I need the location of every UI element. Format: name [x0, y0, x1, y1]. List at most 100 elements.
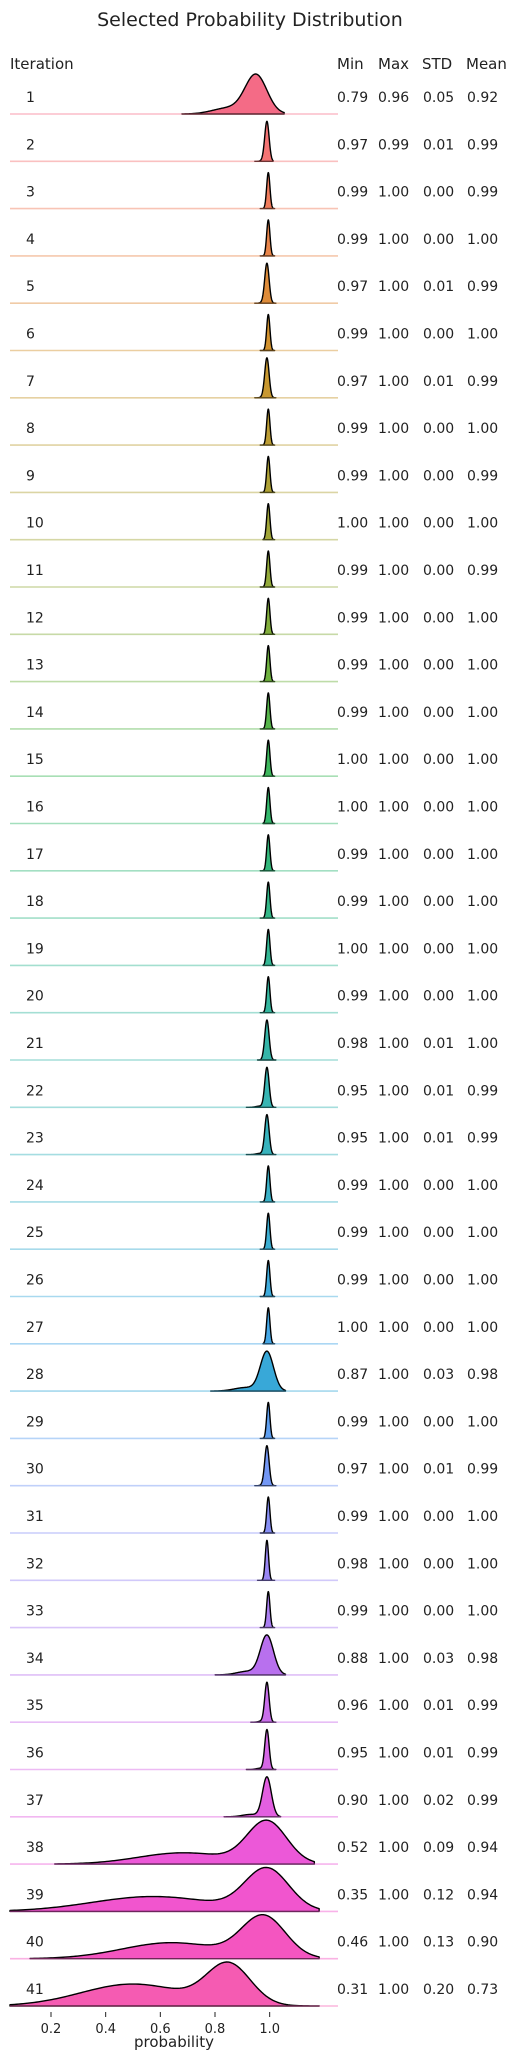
stat-mean-value: 0.73: [467, 1982, 498, 1998]
stat-max-value: 1.00: [378, 1178, 409, 1194]
stat-max-value: 1.00: [378, 1556, 409, 1572]
ridge-16: [262, 786, 276, 825]
stat-min-value: 0.99: [337, 894, 368, 910]
stat-min-value: 0.97: [337, 1462, 368, 1478]
stat-mean-value: 1.00: [467, 327, 498, 343]
stat-min-value: 0.95: [337, 1083, 368, 1099]
stat-min-value: 0.98: [337, 1036, 368, 1052]
stat-std-value: 0.00: [423, 800, 454, 816]
ridge-19: [262, 928, 276, 967]
x-axis: 0.2 0.4 0.6 0.8 1.0: [41, 2012, 280, 2037]
stat-max-value: 1.00: [378, 894, 409, 910]
stat-mean-value: 1.00: [467, 1320, 498, 1336]
stat-max-value: 1.00: [378, 1509, 409, 1525]
x-axis-label: probability: [134, 2033, 214, 2051]
iteration-label: 20: [26, 989, 44, 1005]
ridge-7: [254, 357, 277, 399]
stat-mean-value: 0.90: [467, 1935, 498, 1951]
stat-header-max: Max: [378, 55, 409, 73]
ridge-18: [259, 881, 276, 919]
iteration-label: 4: [26, 232, 35, 248]
stat-min-value: 0.99: [337, 705, 368, 721]
stat-mean-value: 0.94: [467, 1840, 498, 1856]
ridge-1: [181, 73, 285, 115]
stat-max-value: 1.00: [378, 1131, 409, 1147]
iteration-label: 31: [26, 1509, 44, 1525]
stat-std-value: 0.00: [423, 232, 454, 248]
x-tick-label: 0.2: [41, 2022, 62, 2037]
iteration-label: 9: [26, 468, 35, 484]
stat-std-value: 0.00: [423, 185, 454, 201]
iteration-label: 3: [26, 185, 35, 201]
iteration-label: 1: [26, 90, 35, 106]
ridge-33: [259, 1590, 276, 1629]
stat-max-value: 1.00: [378, 1367, 409, 1383]
stat-mean-value: 1.00: [467, 894, 498, 910]
stat-mean-value: 1.00: [467, 1225, 498, 1241]
stat-max-value: 1.00: [378, 1746, 409, 1762]
stat-min-value: 0.99: [337, 1178, 368, 1194]
stat-max-value: 1.00: [378, 1840, 409, 1856]
stat-mean-value: 1.00: [467, 800, 498, 816]
iteration-label: 25: [26, 1225, 44, 1241]
stat-mean-value: 1.00: [467, 232, 498, 248]
stat-max-value: 1.00: [378, 847, 409, 863]
ridge-2: [254, 120, 274, 162]
iteration-label: 19: [26, 941, 44, 957]
stat-mean-value: 1.00: [467, 1604, 498, 1620]
stat-max-value: 1.00: [378, 1320, 409, 1336]
iteration-label: 23: [26, 1131, 44, 1147]
stat-std-value: 0.01: [423, 1131, 454, 1147]
stat-std-value: 0.00: [423, 1225, 454, 1241]
stat-std-value: 0.01: [423, 1698, 454, 1714]
stat-std-value: 0.00: [423, 1556, 454, 1572]
iteration-label: 14: [26, 705, 44, 721]
row-header: Iteration: [10, 55, 74, 73]
ridge-24: [259, 1165, 276, 1203]
stat-mean-value: 0.99: [467, 279, 498, 295]
iteration-label: 27: [26, 1320, 44, 1336]
ridge-21: [256, 1019, 277, 1061]
stat-std-value: 0.01: [423, 1036, 454, 1052]
stat-mean-value: 1.00: [467, 1178, 498, 1194]
iteration-label: 15: [26, 752, 44, 768]
stat-min-value: 1.00: [337, 752, 368, 768]
stat-max-value: 1.00: [378, 421, 409, 437]
stat-std-value: 0.00: [423, 658, 454, 674]
stat-std-value: 0.03: [423, 1651, 454, 1667]
stat-std-value: 0.09: [423, 1840, 454, 1856]
x-tick-label: 1.0: [259, 2022, 280, 2037]
ridge-9: [259, 455, 276, 494]
ridge-13: [259, 644, 276, 683]
ridge-28: [210, 1350, 287, 1392]
stat-header-mean: Mean: [466, 55, 507, 73]
stat-mean-value: 1.00: [467, 658, 498, 674]
ridge-35: [250, 1681, 277, 1723]
stat-min-value: 0.99: [337, 327, 368, 343]
ridge-11: [259, 550, 276, 588]
stat-min-value: 0.99: [337, 658, 368, 674]
ridge-25: [259, 1212, 276, 1250]
stat-header-std: STD: [422, 55, 452, 73]
chart-title: Selected Probability Distribution: [97, 9, 403, 31]
stat-max-value: 1.00: [378, 989, 409, 1005]
stat-max-value: 1.00: [378, 279, 409, 295]
ridges-group: 1 0.79 0.96 0.05 0.92 2 0.97 0.99 0.01 0.99 3 0.99 1…: [9, 73, 498, 2007]
stat-max-value: 1.00: [378, 658, 409, 674]
stat-mean-value: 1.00: [467, 847, 498, 863]
ridge-23: [245, 1113, 277, 1156]
stat-min-value: 0.99: [337, 1414, 368, 1430]
stat-max-value: 1.00: [378, 752, 409, 768]
stat-max-value: 1.00: [378, 610, 409, 626]
stat-mean-value: 0.99: [467, 563, 498, 579]
stat-std-value: 0.00: [423, 1414, 454, 1430]
stat-std-value: 0.00: [423, 989, 454, 1005]
stat-std-value: 0.13: [423, 1935, 454, 1951]
stat-mean-value: 0.98: [467, 1651, 498, 1667]
iteration-label: 13: [26, 658, 44, 674]
stat-mean-value: 0.99: [467, 1462, 498, 1478]
stat-min-value: 0.99: [337, 1273, 368, 1289]
stat-std-value: 0.00: [423, 1604, 454, 1620]
stat-max-value: 1.00: [378, 1273, 409, 1289]
stat-mean-value: 1.00: [467, 1509, 498, 1525]
